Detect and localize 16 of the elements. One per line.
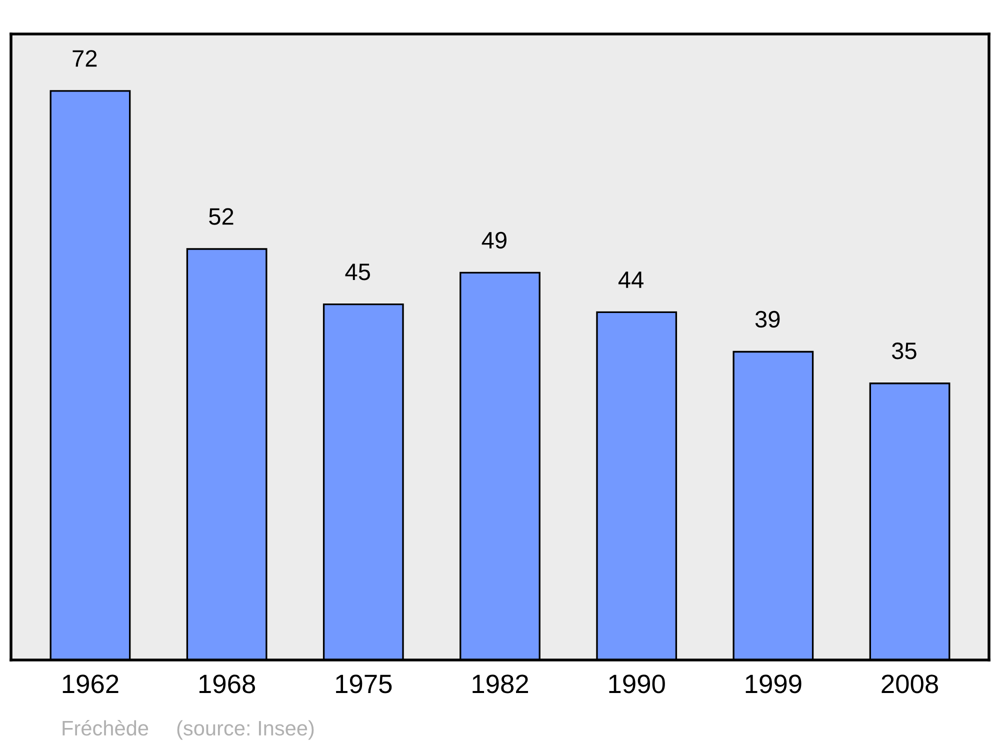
- data-label: 45: [345, 264, 370, 280]
- x-tick-label: 1990: [609, 674, 665, 694]
- text: (source: Insee): [177, 720, 314, 740]
- x-tick-label: 1982: [472, 674, 528, 694]
- text: Fréchède: [62, 720, 148, 736]
- data-label: 52: [209, 208, 234, 225]
- x-tick-label: 1999: [746, 674, 802, 694]
- x-tick-label: 1962: [62, 674, 118, 694]
- data-label: 39: [755, 310, 780, 328]
- x-tick-label: 1968: [199, 674, 256, 694]
- data-label: 49: [482, 232, 506, 249]
- x-tick-label: 1975: [336, 674, 392, 694]
- x-tick-label: 2008: [882, 674, 938, 694]
- data-label: 35: [892, 342, 916, 360]
- data-label: 44: [618, 272, 644, 288]
- data-label: 72: [72, 50, 97, 67]
